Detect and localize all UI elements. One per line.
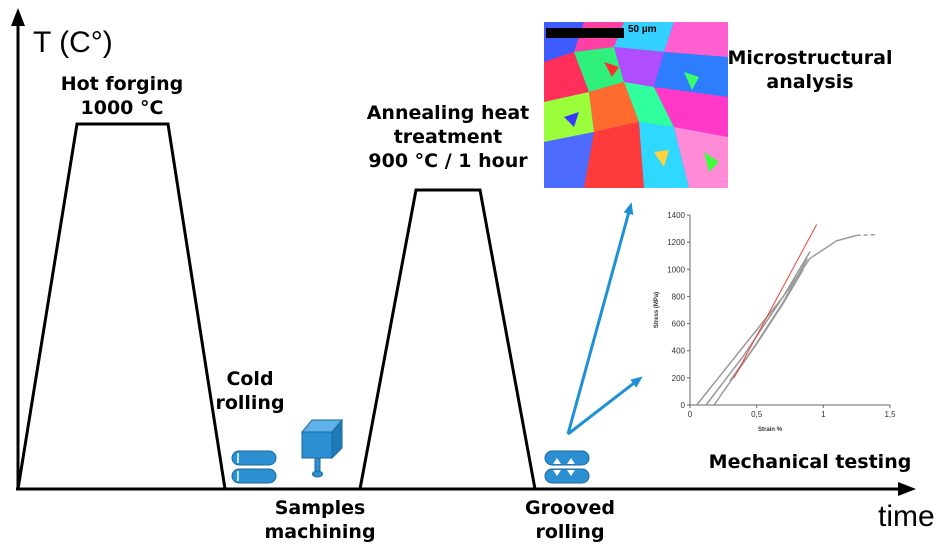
chart-x-tick-label: 0,5 [751, 410, 763, 419]
machining-cube-icon [300, 418, 344, 478]
microstructural-line1: Microstructural [727, 47, 893, 69]
stress-strain-chart: 0 200 400 600 800 1000 1200 1400 0 0,5 1 1,5 Strain … [654, 211, 896, 433]
chart-y-tick-label: 200 [672, 374, 686, 383]
chart-x-tick-label: 1 [821, 410, 826, 419]
cold-rolling-label: Cold rolling [200, 367, 300, 415]
microstructure-image [544, 22, 728, 188]
ebsd-map [544, 22, 728, 188]
chart-series-4 [729, 268, 804, 382]
grooved-rolling-line2: rolling [535, 521, 605, 543]
microstructural-line2: analysis [766, 71, 854, 93]
annealing-line3: 900 °C / 1 hour [368, 150, 528, 172]
samples-machining-line1: Samples [274, 497, 366, 519]
chart-series-6 [733, 224, 818, 379]
hot-forging-temp: 1000 °C [80, 97, 164, 119]
x-axis-arrowhead [898, 482, 916, 496]
x-axis-title: time [878, 500, 935, 533]
annealing-label: Annealing heat treatment 900 °C / 1 hour [358, 101, 538, 173]
chart-y-tick-label: 600 [672, 320, 686, 329]
grooved-rollers-icon [544, 450, 590, 484]
chart-y-tick-label: 1400 [667, 211, 685, 220]
scale-bar [546, 28, 624, 38]
cold-rolling-line2: rolling [215, 392, 285, 414]
samples-machining-label: Samples machining [250, 496, 390, 544]
scale-bar-label: 50 µm [628, 24, 657, 35]
y-axis-arrowhead [11, 8, 25, 26]
annealing-line2: treatment [393, 126, 503, 148]
chart-x-label: Strain % [758, 427, 783, 433]
mechanical-testing-label: Mechanical testing [708, 451, 912, 473]
hot-forging-label: Hot forging 1000 °C [42, 72, 202, 120]
cold-rolling-line1: Cold [226, 368, 274, 390]
temperature-profile [16, 122, 537, 491]
chart-x-tick-label: 1,5 [884, 410, 896, 419]
arrow-to-microstructure [566, 202, 634, 435]
chart-y-tick-label: 0 [681, 401, 686, 410]
hot-forging-title: Hot forging [60, 73, 184, 95]
samples-machining-line2: machining [264, 521, 376, 543]
grooved-rolling-label: Grooved rolling [510, 496, 630, 544]
rollers-icon [231, 450, 277, 484]
chart-y-label: Stress (MPa) [654, 292, 660, 328]
grooved-rolling-line1: Grooved [525, 497, 615, 519]
chart-series-5 [856, 233, 877, 237]
annealing-line1: Annealing heat [366, 102, 530, 124]
chart-y-tick-label: 800 [672, 292, 686, 301]
chart-series-2 [705, 251, 811, 406]
microstructural-analysis-label: Microstructural analysis [722, 46, 898, 94]
y-axis-title: T (C°) [33, 26, 113, 59]
chart-y-tick-label: 1200 [667, 238, 685, 247]
chart-x-tick-label: 0 [688, 410, 693, 419]
chart-series-1 [696, 234, 857, 406]
chart-y-tick-label: 1000 [667, 265, 685, 274]
arrow-to-mechanical [567, 376, 643, 436]
chart-y-tick-label: 400 [672, 347, 686, 356]
